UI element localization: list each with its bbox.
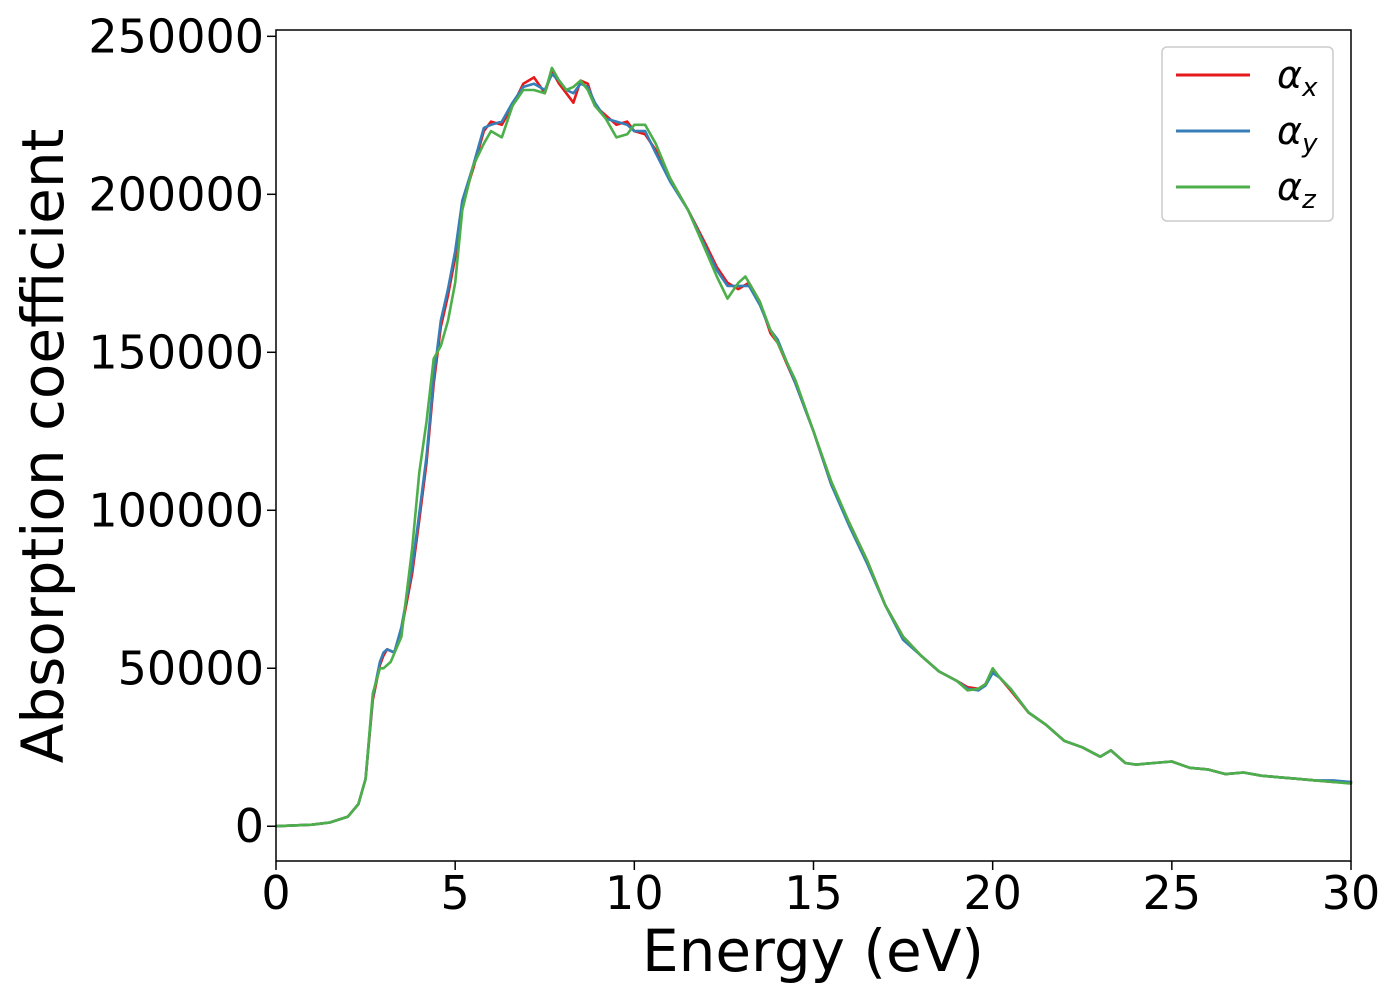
y-tick-label: 100000 — [88, 483, 264, 537]
legend-label-x: αx — [1277, 53, 1318, 103]
legend: αx αy αz — [1161, 46, 1334, 222]
y-tick-label: 250000 — [88, 9, 264, 63]
x-tick-label: 20 — [963, 866, 1022, 920]
x-axis-title: Energy (eV) — [642, 917, 984, 985]
y-tick-label: 0 — [235, 799, 264, 853]
y-axis: 0 50000 100000 150000 200000 250000 — [88, 9, 276, 853]
x-tick-label: 15 — [784, 866, 843, 920]
legend-label-z: αz — [1277, 165, 1317, 215]
plot-lines — [274, 66, 1353, 828]
legend-box — [1161, 46, 1334, 222]
y-tick-label: 200000 — [88, 167, 264, 221]
series-line-z — [274, 66, 1353, 828]
x-axis: 0 5 10 15 20 25 30 — [261, 861, 1380, 920]
legend-label-y: αy — [1277, 109, 1318, 159]
x-tick-label: 25 — [1143, 866, 1202, 920]
x-tick-label: 5 — [441, 866, 470, 920]
x-tick-label: 10 — [605, 866, 664, 920]
y-tick-label: 150000 — [88, 325, 264, 379]
y-axis-title: Absorption coefficient — [9, 129, 77, 764]
y-tick-label: 50000 — [118, 641, 264, 695]
x-tick-label: 30 — [1322, 866, 1381, 920]
x-tick-label: 0 — [261, 866, 290, 920]
